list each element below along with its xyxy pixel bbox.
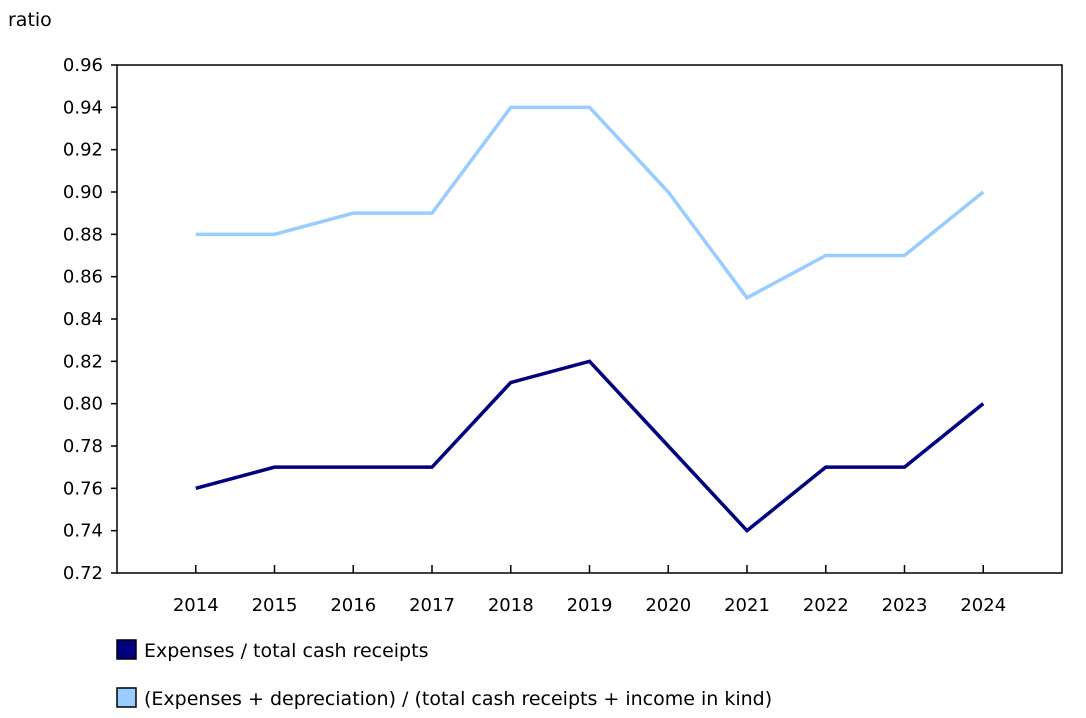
y-tick-label: 0.84 (63, 309, 103, 330)
x-tick-label: 2020 (645, 595, 691, 616)
x-tick-label: 2017 (409, 595, 455, 616)
y-tick-label: 0.86 (63, 267, 103, 288)
series-line-2 (195, 105, 985, 301)
plot-frame (116, 64, 1063, 574)
x-tick-label: 2019 (567, 595, 613, 616)
y-tick-label: 0.78 (63, 436, 103, 457)
y-tick-label: 0.88 (63, 224, 103, 245)
y-tick-label: 0.74 (63, 521, 103, 542)
x-tick-label: 2018 (488, 595, 534, 616)
y-axis-label: ratio (8, 9, 52, 31)
series-line-1 (195, 359, 985, 534)
y-tick-label: 0.96 (63, 55, 103, 76)
y-tick-label: 0.92 (63, 140, 103, 161)
y-tick-label: 0.72 (63, 563, 103, 584)
x-tick-label: 2014 (173, 595, 219, 616)
x-tick-label: 2024 (960, 595, 1006, 616)
x-tick-label: 2015 (252, 595, 298, 616)
x-tick-label: 2021 (724, 595, 770, 616)
legend-swatch (116, 639, 137, 660)
x-tick-label: 2016 (330, 595, 376, 616)
x-tick-label: 2022 (803, 595, 849, 616)
y-tick-label: 0.80 (63, 394, 103, 415)
x-tick-label: 2023 (882, 595, 928, 616)
y-tick-label: 0.90 (63, 182, 103, 203)
y-tick-label: 0.94 (63, 97, 103, 118)
legend-label: Expenses / total cash receipts (144, 640, 428, 662)
legend-swatch (116, 687, 137, 708)
y-tick-label: 0.82 (63, 351, 103, 372)
y-tick-label: 0.76 (63, 478, 103, 499)
legend-label: (Expenses + depreciation) / (total cash … (144, 688, 772, 710)
